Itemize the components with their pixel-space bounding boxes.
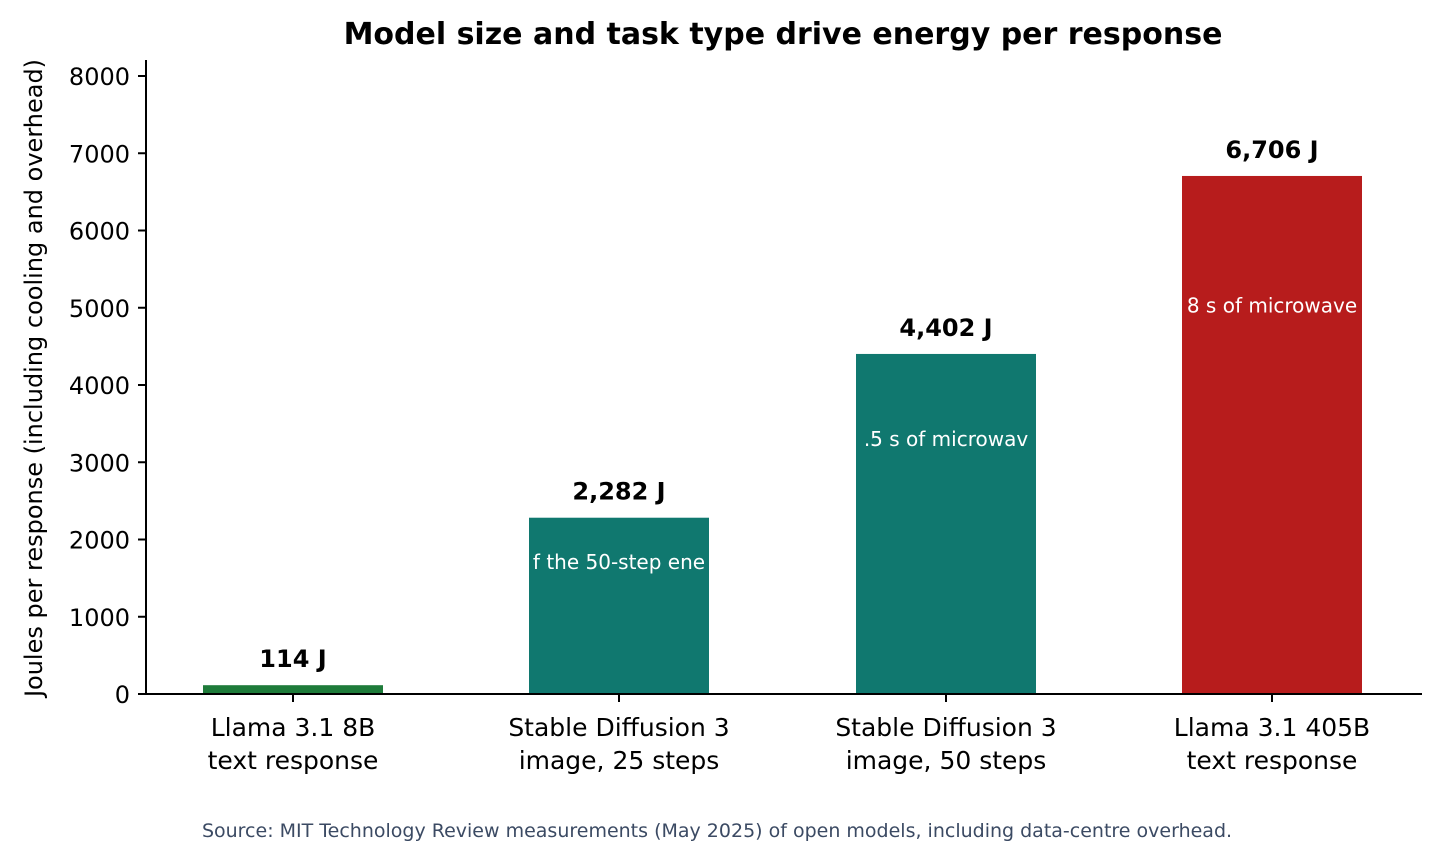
bar	[1182, 175, 1362, 695]
bar-value-label: 6,706 J	[1225, 136, 1318, 164]
source-note: Source: MIT Technology Review measuremen…	[202, 820, 1232, 842]
bar	[856, 353, 1036, 694]
y-tick-label: 4000	[69, 372, 130, 400]
bar-value-label: 2,282 J	[572, 478, 665, 506]
x-tick-label: Stable Diffusion 3	[508, 713, 729, 742]
x-tick-label: text response	[208, 746, 379, 775]
x-tick-label: Llama 3.1 8B	[211, 713, 376, 742]
y-axis-label: Joules per response (including cooling a…	[20, 59, 48, 699]
bar	[203, 685, 383, 694]
value-labels: 114 J 2,282 J 4,402 J 6,706 J	[259, 136, 1318, 673]
bar-value-label: 114 J	[259, 645, 326, 673]
y-tick-label: 8000	[69, 63, 130, 91]
y-tick-label: 1000	[69, 604, 130, 632]
bar-value-label: 4,402 J	[899, 314, 992, 342]
y-tick-label: 2000	[69, 527, 130, 555]
x-tick-label: image, 25 steps	[519, 746, 720, 775]
bar-inner-label: .5 s of microwav	[864, 427, 1029, 451]
chart-title: Model size and task type drive energy pe…	[344, 17, 1223, 52]
x-axis-ticks: Llama 3.1 8B text response Stable Diffusio…	[208, 694, 1370, 775]
bar-inner-label: f the 50-step ene	[533, 550, 705, 574]
bar	[529, 517, 709, 694]
y-tick-label: 7000	[69, 140, 130, 168]
x-tick-label: Llama 3.1 405B	[1174, 713, 1370, 742]
bars	[203, 175, 1362, 695]
y-tick-label: 5000	[69, 295, 130, 323]
y-axis-ticks: 0 1000 2000 3000 4000 5000 6000 7000 8000	[69, 63, 146, 709]
x-tick-label: Stable Diffusion 3	[835, 713, 1056, 742]
y-tick-label: 0	[115, 681, 130, 709]
x-tick-label: image, 50 steps	[846, 746, 1047, 775]
y-tick-label: 6000	[69, 218, 130, 246]
inner-labels: f the 50-step ene .5 s of microwav 8 s of …	[533, 293, 1357, 573]
bar-inner-label: 8 s of microwave	[1187, 293, 1357, 317]
x-tick-label: text response	[1187, 746, 1358, 775]
y-tick-label: 3000	[69, 449, 130, 477]
